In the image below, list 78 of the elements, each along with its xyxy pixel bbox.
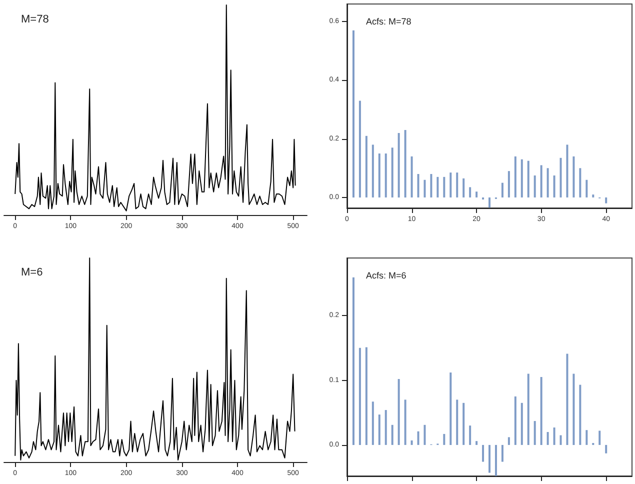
bar	[384, 410, 387, 445]
bar	[579, 384, 582, 445]
bar	[476, 192, 478, 198]
bar	[520, 402, 523, 445]
bar	[450, 372, 452, 445]
bar	[520, 159, 523, 198]
bar	[488, 197, 490, 208]
text: Acfs: M=78	[366, 16, 412, 26]
bar	[398, 132, 400, 198]
bar	[365, 136, 368, 198]
bar	[527, 374, 530, 445]
bar	[605, 197, 608, 204]
bar	[462, 402, 465, 445]
bar	[469, 187, 472, 198]
bar	[476, 441, 478, 445]
bar	[514, 396, 516, 445]
text: Acfs: M=6	[366, 270, 406, 280]
bar	[391, 424, 394, 445]
bar	[553, 427, 556, 445]
bar	[546, 168, 549, 198]
bar	[398, 378, 400, 445]
bar	[358, 100, 361, 198]
bar	[410, 156, 413, 198]
bar	[424, 424, 426, 445]
bar	[501, 182, 504, 198]
bar	[410, 440, 413, 445]
bar	[566, 144, 568, 198]
bar	[365, 347, 368, 445]
bar	[404, 130, 406, 198]
bar	[540, 165, 542, 198]
bar	[527, 160, 530, 198]
bar	[456, 172, 458, 198]
bar	[404, 400, 406, 445]
bar	[372, 144, 374, 198]
bar	[430, 174, 432, 198]
bar	[462, 178, 465, 198]
bar	[384, 153, 387, 198]
bar	[586, 430, 588, 445]
bar	[424, 180, 426, 198]
bar	[391, 148, 394, 198]
bar	[482, 444, 484, 462]
bar	[508, 171, 510, 198]
bar	[598, 430, 601, 445]
bar	[488, 444, 490, 473]
bar	[579, 168, 582, 198]
bar	[378, 414, 380, 445]
bar	[546, 432, 549, 445]
bar	[417, 431, 420, 445]
bar	[553, 175, 556, 198]
bar	[450, 172, 452, 198]
bar	[352, 30, 354, 198]
bar	[508, 437, 510, 445]
bar	[352, 277, 354, 445]
bar	[378, 153, 380, 198]
bar	[372, 402, 374, 445]
bar	[534, 421, 536, 445]
bar	[560, 435, 562, 445]
bar	[417, 174, 420, 198]
bar	[436, 176, 439, 198]
text: M=78	[21, 14, 49, 26]
bar	[514, 156, 516, 198]
bar	[494, 444, 497, 476]
bar	[443, 176, 446, 198]
bar	[566, 354, 568, 445]
bar	[501, 444, 504, 462]
bar	[469, 426, 472, 445]
bar	[540, 377, 542, 445]
bar	[358, 348, 361, 445]
bar	[605, 444, 608, 454]
bar	[443, 434, 446, 445]
bar	[592, 194, 594, 198]
bar	[572, 374, 575, 445]
text: M=6	[21, 266, 43, 278]
bar	[456, 400, 458, 445]
bar	[560, 158, 562, 198]
bar	[572, 156, 575, 198]
bar	[534, 175, 536, 198]
bar	[586, 180, 588, 198]
